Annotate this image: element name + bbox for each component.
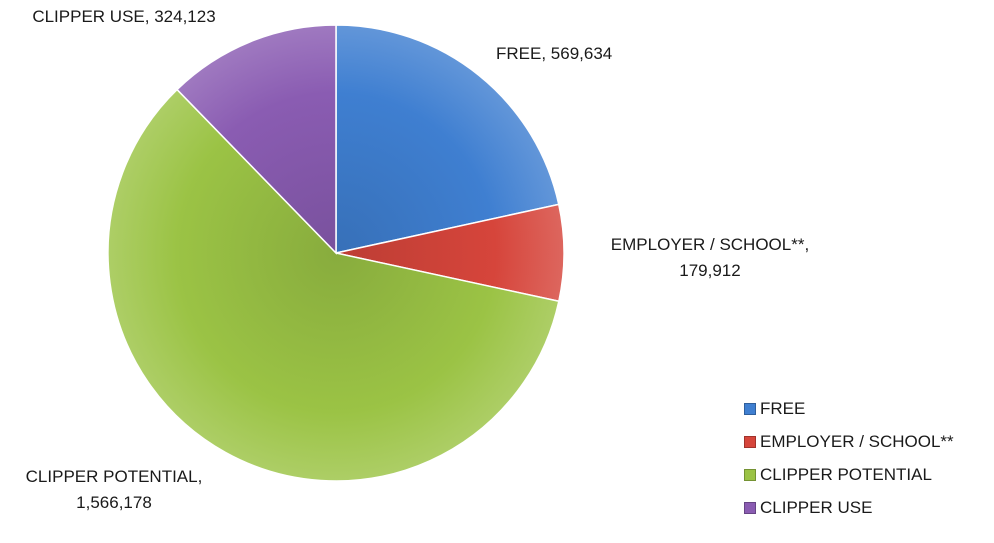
legend-swatch-clipper-potential	[744, 468, 756, 481]
data-label-clipper-use: CLIPPER USE, 324,123	[32, 7, 215, 26]
pie-slice-clipper-use	[175, 24, 337, 255]
data-label-free: FREE, 569,634	[496, 44, 612, 63]
legend-label-employer-school: EMPLOYER / SCHOOL**	[760, 431, 954, 451]
data-label-employer-school: EMPLOYER / SCHOOL**,	[611, 235, 809, 254]
data-label-clipper-potential-value: 1,566,178	[76, 493, 152, 512]
legend: FREE EMPLOYER / SCHOOL** CLIPPER POTENTI…	[744, 392, 954, 524]
legend-label-clipper-use: CLIPPER USE	[760, 497, 873, 517]
legend-item-free: FREE	[744, 392, 954, 425]
legend-swatch-free	[744, 402, 756, 415]
legend-label-clipper-potential: CLIPPER POTENTIAL	[760, 464, 932, 484]
data-label-employer-school-value: 179,912	[679, 261, 740, 280]
data-label-clipper-potential: CLIPPER POTENTIAL,	[26, 467, 203, 486]
legend-swatch-clipper-use	[744, 501, 756, 514]
legend-item-employer-school: EMPLOYER / SCHOOL**	[744, 425, 954, 458]
legend-item-clipper-potential: CLIPPER POTENTIAL	[744, 458, 954, 491]
pie-slices	[107, 24, 565, 482]
pie-slice-clipper-potential	[107, 88, 560, 482]
legend-swatch-employer-school	[744, 435, 756, 448]
pie-slice-free	[335, 24, 560, 254]
legend-label-free: FREE	[760, 398, 806, 418]
legend-item-clipper-use: CLIPPER USE	[744, 491, 954, 524]
